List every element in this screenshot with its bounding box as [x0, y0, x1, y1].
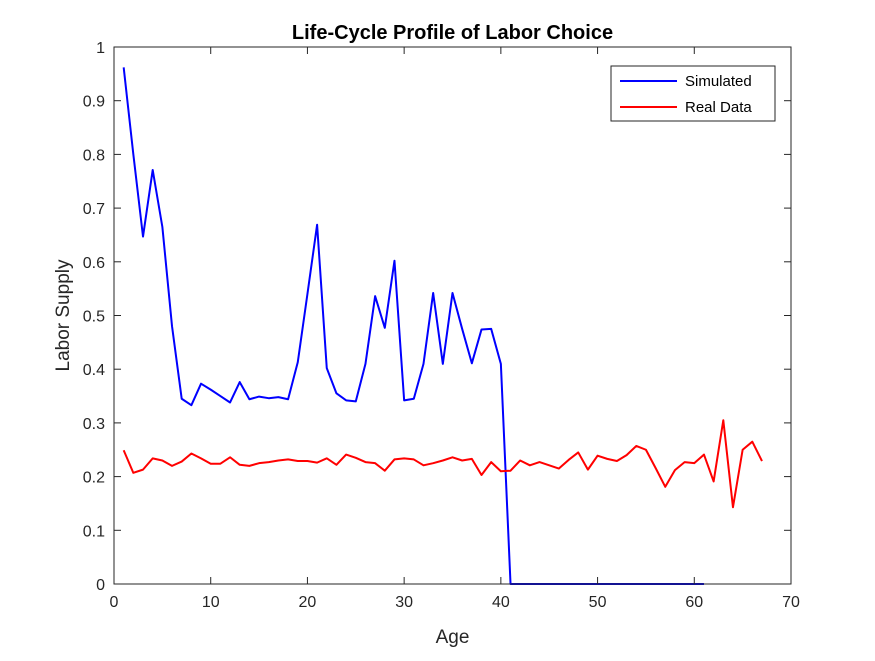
y-tick-label: 0.9	[83, 94, 105, 111]
legend-label-2: Real Data	[685, 99, 752, 116]
y-tick-label: 0.6	[83, 255, 105, 272]
x-tick-label: 0	[110, 594, 119, 611]
y-tick-label: 0.2	[83, 470, 105, 487]
y-tick-label: 0.7	[83, 201, 105, 218]
plot-area	[114, 47, 791, 584]
y-axis-label: Labor Supply	[53, 259, 74, 371]
x-tick-label: 20	[299, 594, 317, 611]
x-axis-label: Age	[436, 627, 470, 648]
x-tick-label: 70	[782, 594, 800, 611]
y-tick-label: 0.4	[83, 362, 105, 379]
axes-layer: 0 10 20 30 40 50 60 70 0 0.1 0.2 0.3 0.4 0.5 0.6 0.7 0.8…	[83, 40, 800, 611]
y-tick-label: 0.3	[83, 416, 105, 433]
y-tick-label: 0	[96, 577, 105, 594]
x-tick-label: 30	[395, 594, 413, 611]
legend: Simulated Real Data	[610, 65, 776, 122]
y-tick-label: 1	[96, 40, 105, 57]
x-tick-label: 40	[492, 594, 510, 611]
legend-label-1: Simulated	[685, 73, 752, 90]
x-tick-label: 60	[685, 594, 703, 611]
x-tick-label: 50	[589, 594, 607, 611]
series-line-2	[122, 419, 763, 509]
y-tick-label: 0.5	[83, 309, 105, 326]
x-tick-label: 10	[202, 594, 220, 611]
chart-title: Life-Cycle Profile of Labor Choice	[292, 22, 613, 44]
y-tick-label: 0.8	[83, 147, 105, 164]
legend-box	[610, 65, 776, 122]
y-tick-label: 0.1	[83, 523, 105, 540]
